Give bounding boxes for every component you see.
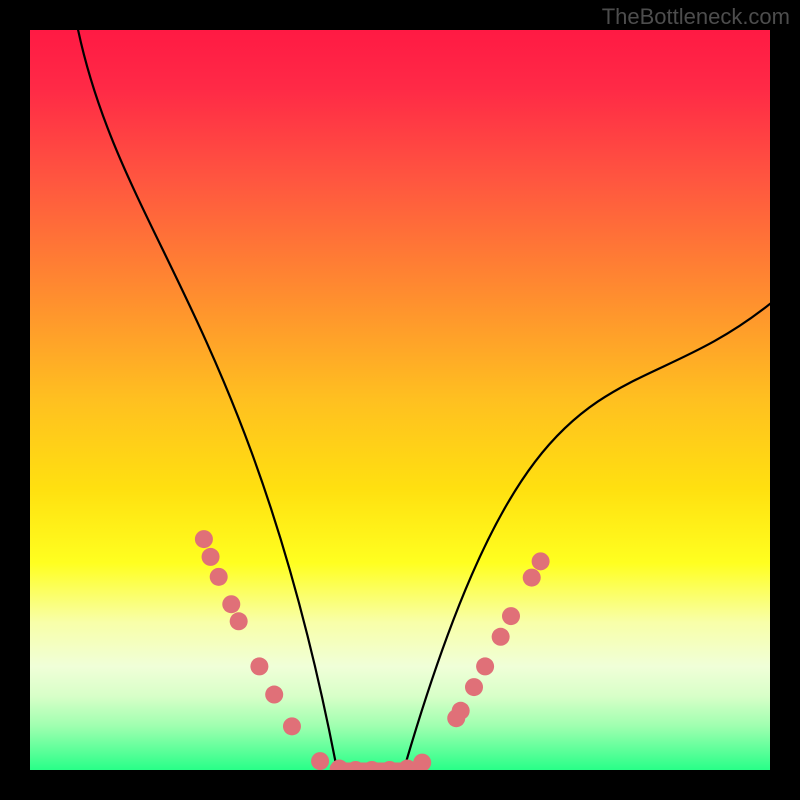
gradient-background [30,30,770,770]
watermark-text: TheBottleneck.com [602,4,790,30]
data-point [523,569,541,587]
data-point [502,607,520,625]
bottleneck-chart-svg [0,0,800,800]
data-point [283,717,301,735]
data-point [202,548,220,566]
data-point [195,530,213,548]
data-point [311,752,329,770]
data-point [452,702,470,720]
data-point [476,657,494,675]
data-point [210,568,228,586]
data-point [465,678,483,696]
data-point [532,552,550,570]
data-point [265,686,283,704]
chart-frame: TheBottleneck.com [0,0,800,800]
data-point [250,657,268,675]
data-point [413,754,431,772]
data-point [492,628,510,646]
data-point [222,595,240,613]
data-point [230,612,248,630]
